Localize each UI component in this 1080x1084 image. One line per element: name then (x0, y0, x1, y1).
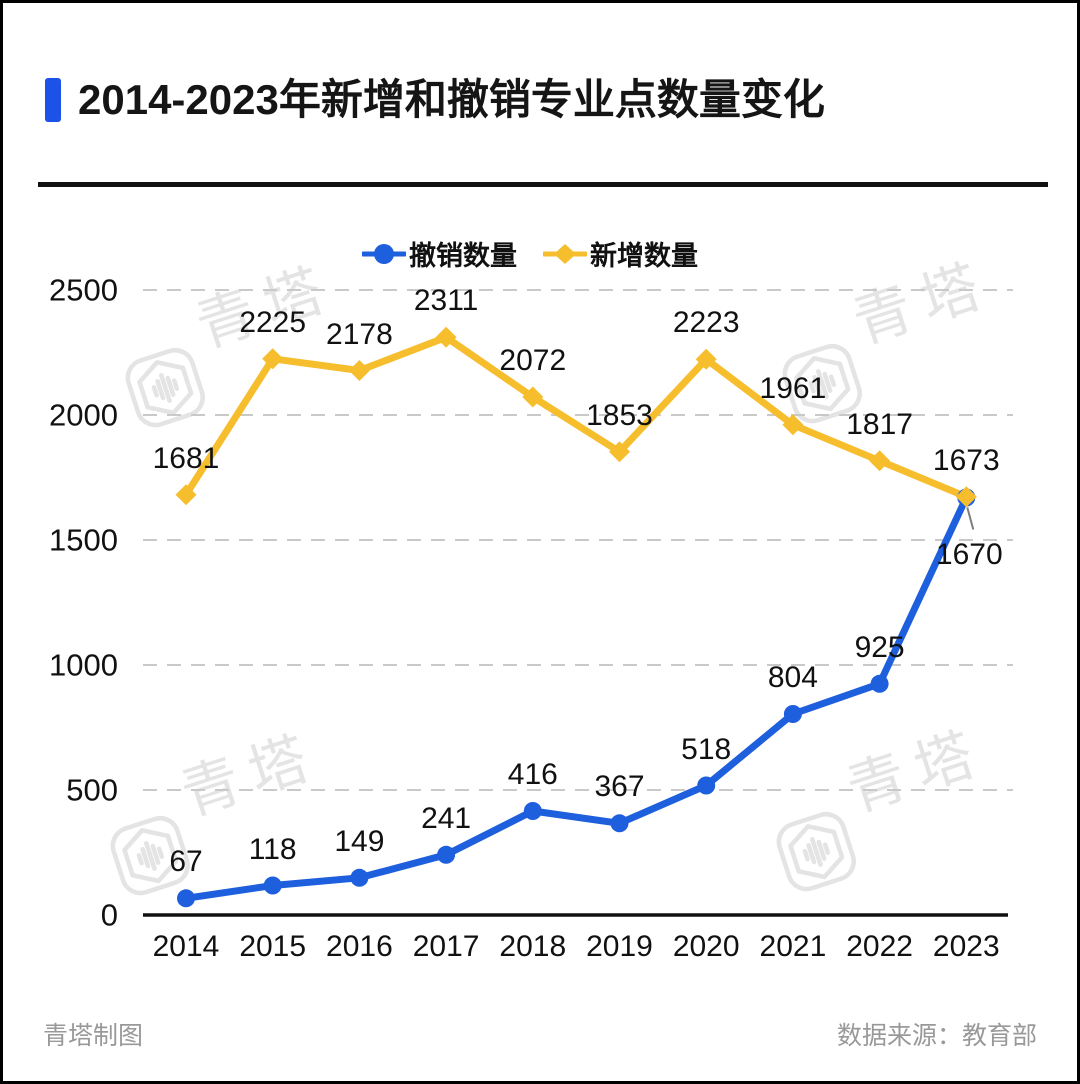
added-data-label: 2178 (326, 317, 393, 351)
y-axis-label: 500 (66, 772, 118, 808)
y-axis-label: 1000 (49, 647, 118, 683)
watermark-text: 青塔 (173, 722, 327, 828)
added-data-label: 1673 (932, 443, 1000, 477)
revoked-series-point (523, 802, 542, 820)
legend-item-added: 新增数量 (543, 234, 698, 273)
x-axis-labels: 2014 2015 2016 2017 2018 2019 2020 2021 2022 2023 (3, 3, 1077, 1081)
legend-item-revoked: 撤销数量 (362, 234, 517, 273)
revoked-data-label: 149 (334, 824, 385, 858)
added-data-label: 2225 (239, 305, 307, 339)
revoked-data-label: 804 (767, 661, 818, 694)
watermark-text: 青塔 (188, 254, 342, 360)
revoked-series-point (697, 776, 716, 795)
x-axis-label: 2018 (499, 930, 567, 963)
added-data-label: 1817 (846, 407, 913, 441)
data-labels: 67 118 149 241 416 367 518 804 925 1670 1681 2225 21… (3, 3, 1077, 1081)
x-axis-label: 2020 (672, 930, 740, 963)
added-series-point (175, 484, 197, 506)
x-axis-label: 2014 (152, 930, 220, 963)
qingta-logo-icon (782, 343, 862, 424)
revoked-data-label: 67 (169, 845, 203, 879)
x-axis-label: 2015 (239, 930, 307, 963)
revoked-data-label: 416 (507, 758, 558, 791)
added-series-point (955, 486, 977, 508)
y-axis-label: 1500 (49, 522, 118, 558)
y-axis-label: 2500 (49, 272, 118, 308)
header: 2014-2023年新增和撤销专业点数量变化 (45, 76, 825, 123)
revoked-data-label: 925 (854, 630, 905, 664)
watermark: 青塔 (106, 254, 357, 436)
qingta-logo-icon (776, 811, 856, 892)
added-data-label: 1961 (759, 371, 827, 405)
x-axis-label: 2022 (846, 930, 913, 963)
chart-credit: 青塔制图 (43, 1022, 144, 1050)
watermark: 青塔 (757, 718, 1008, 900)
revoked-series-point (437, 845, 456, 864)
revoked-series-point (957, 488, 976, 507)
x-axis-label: 2021 (759, 930, 827, 963)
added-series-marker-icon (543, 243, 587, 264)
added-series-point (609, 441, 630, 463)
added-series-point (348, 360, 370, 381)
revoked-series-point (783, 705, 802, 723)
added-series-point (869, 450, 891, 472)
qingta-logo-icon (125, 347, 205, 428)
added-data-label: 1681 (152, 441, 220, 475)
watermark-text: 青塔 (839, 718, 993, 824)
added-series-point (262, 348, 284, 370)
revoked-series-point (350, 868, 369, 887)
revoked-series-marker-icon (362, 243, 406, 264)
header-divider (38, 182, 1048, 187)
watermark-layer: 青塔 青塔 青塔 青塔 (3, 3, 1077, 1081)
added-data-label: 2311 (413, 284, 479, 318)
revoked-data-label: 367 (594, 770, 645, 804)
revoked-data-label: 518 (681, 732, 732, 766)
data-source: 数据来源：教育部 (836, 1022, 1037, 1050)
added-series-point (695, 348, 717, 370)
watermark-text: 青塔 (845, 250, 999, 356)
added-series-point (435, 326, 457, 348)
legend-label: 撤销数量 (409, 241, 517, 271)
x-axis-label: 2023 (932, 930, 1000, 963)
revoked-series-point (610, 814, 629, 833)
x-axis-label: 2017 (412, 930, 480, 963)
chart-legend: 撤销数量 新增数量 (362, 234, 698, 273)
added-series-point (782, 414, 804, 436)
watermark: 青塔 (763, 250, 1014, 432)
added-series-point (522, 386, 544, 408)
revoked-series-line (182, 494, 970, 902)
revoked-data-label: 1670 (935, 537, 1003, 571)
watermark: 青塔 (91, 722, 342, 904)
y-axis-label: 0 (100, 897, 118, 933)
revoked-series-point (263, 876, 282, 895)
label-leader-line (966, 507, 975, 530)
x-axis-label: 2019 (586, 930, 653, 963)
x-axis-label: 2016 (326, 930, 393, 963)
y-axis-label: 2000 (49, 397, 118, 433)
footer: 青塔制图 数据来源：教育部 (43, 1021, 1037, 1051)
y-axis-labels: 0 500 1000 1500 2000 2500 (3, 3, 1077, 1081)
qingta-logo-icon (110, 815, 190, 896)
added-series-line (182, 333, 970, 501)
title-accent-bar (45, 78, 61, 123)
legend-label: 新增数量 (590, 241, 698, 271)
chart-title: 2014-2023年新增和撤销专业点数量变化 (78, 76, 825, 123)
added-data-label: 2072 (499, 344, 567, 377)
added-data-label: 1853 (586, 398, 653, 432)
revoked-series-point (870, 674, 889, 693)
revoked-data-label: 241 (421, 801, 472, 835)
revoked-data-label: 118 (248, 832, 297, 866)
revoked-series-point (177, 889, 195, 908)
added-data-label: 2223 (672, 306, 740, 340)
line-chart (143, 289, 1013, 917)
